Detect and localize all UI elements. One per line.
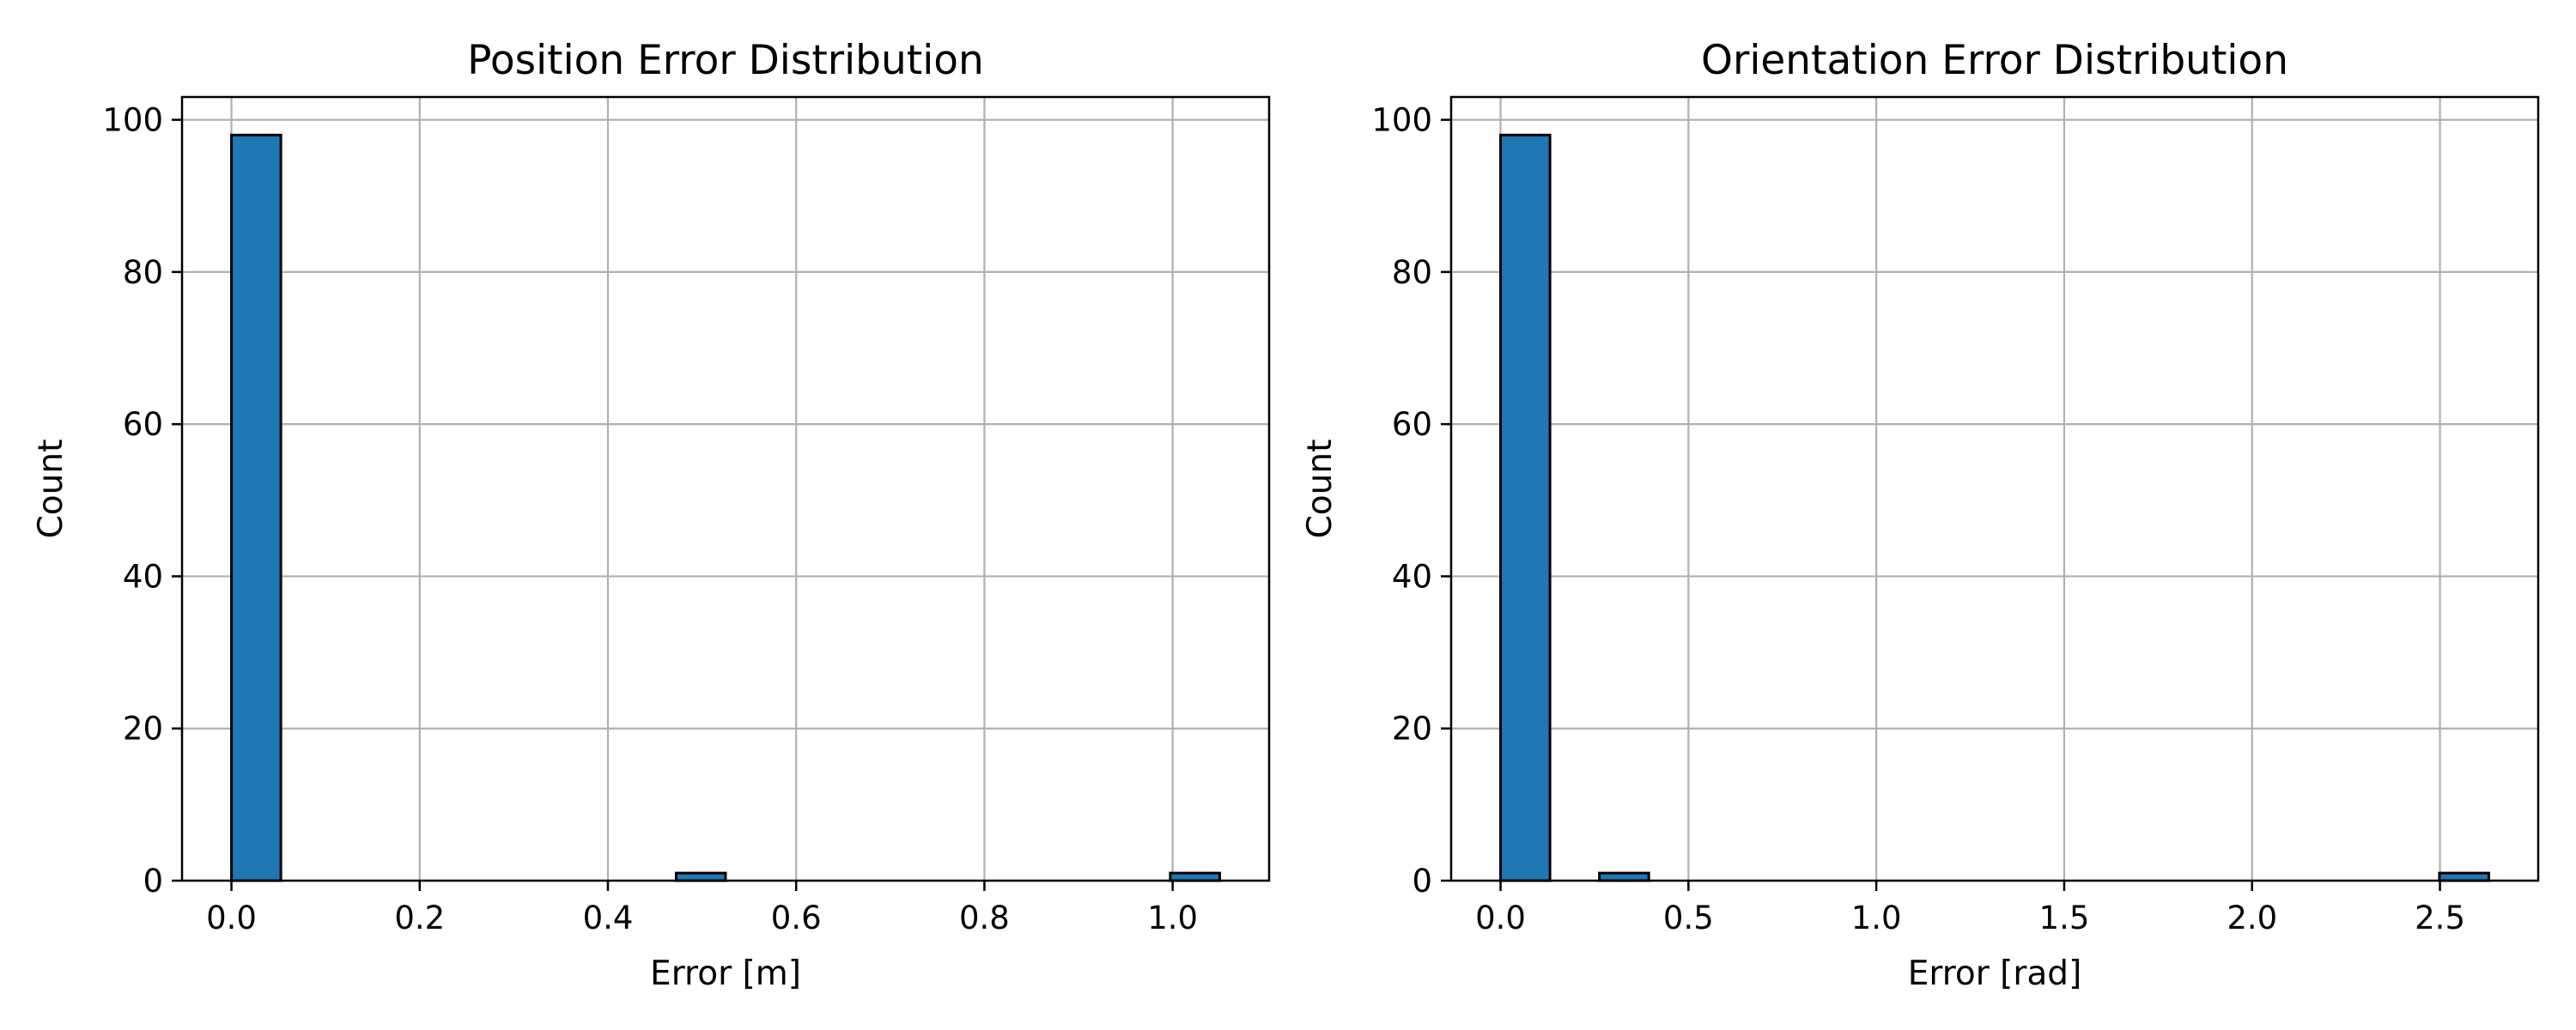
y-axis-label: Count — [32, 439, 70, 539]
x-tick-label: 1.0 — [1147, 900, 1198, 936]
histogram-bar — [2438, 871, 2490, 882]
y-tick-label: 40 — [123, 558, 163, 595]
x-tick-label: 2.0 — [2227, 900, 2277, 936]
y-axis-label: Count — [1301, 439, 1340, 539]
y-tick-label: 100 — [102, 102, 163, 139]
axes-frame — [1449, 95, 2540, 882]
histogram-bar — [1169, 871, 1221, 882]
y-tick-label: 80 — [1392, 254, 1432, 291]
x-tick-label: 0.8 — [959, 900, 1010, 936]
y-tick-label: 20 — [123, 711, 163, 748]
y-tick-label: 60 — [1392, 406, 1432, 443]
x-tick-label: 0.0 — [1475, 900, 1526, 936]
position-error-panel: Position Error Distribution Error [m] Co… — [32, 37, 1271, 993]
histogram-bars — [230, 133, 1221, 882]
y-tick-label: 0 — [1412, 863, 1432, 900]
x-tick-label: 1.0 — [1851, 900, 1902, 936]
y-tick-label: 100 — [1371, 102, 1432, 139]
x-tick-label: 0.6 — [771, 900, 822, 936]
x-tick-label: 0.0 — [206, 900, 257, 936]
axes-frame — [180, 95, 1271, 882]
x-tick-label: 1.5 — [2039, 900, 2090, 936]
x-tick-label: 0.5 — [1663, 900, 1714, 936]
y-tick-label: 60 — [123, 406, 163, 443]
y-tick-label: 40 — [1392, 558, 1432, 595]
orientation-error-panel: Orientation Error Distribution Error [ra… — [1301, 37, 2540, 993]
y-tick-label: 0 — [143, 863, 163, 900]
histogram-bar — [230, 133, 283, 882]
y-tick-label: 80 — [123, 254, 163, 291]
grid-lines — [182, 97, 1269, 882]
histogram-bars — [1499, 133, 2490, 882]
histogram-bar — [674, 871, 727, 882]
x-tick-label: 0.2 — [394, 900, 445, 936]
y-tick-label: 20 — [1392, 711, 1432, 748]
histogram-bar — [1598, 871, 1650, 882]
histogram-bar — [1499, 133, 1552, 882]
grid-lines — [1451, 97, 2538, 882]
chart-title: Position Error Distribution — [467, 37, 984, 84]
x-tick-label: 0.4 — [583, 900, 634, 936]
x-tick-label: 2.5 — [2415, 900, 2465, 936]
chart-title: Orientation Error Distribution — [1701, 37, 2288, 84]
x-axis-label: Error [rad] — [1908, 954, 2082, 993]
x-axis-label: Error [m] — [650, 954, 801, 993]
